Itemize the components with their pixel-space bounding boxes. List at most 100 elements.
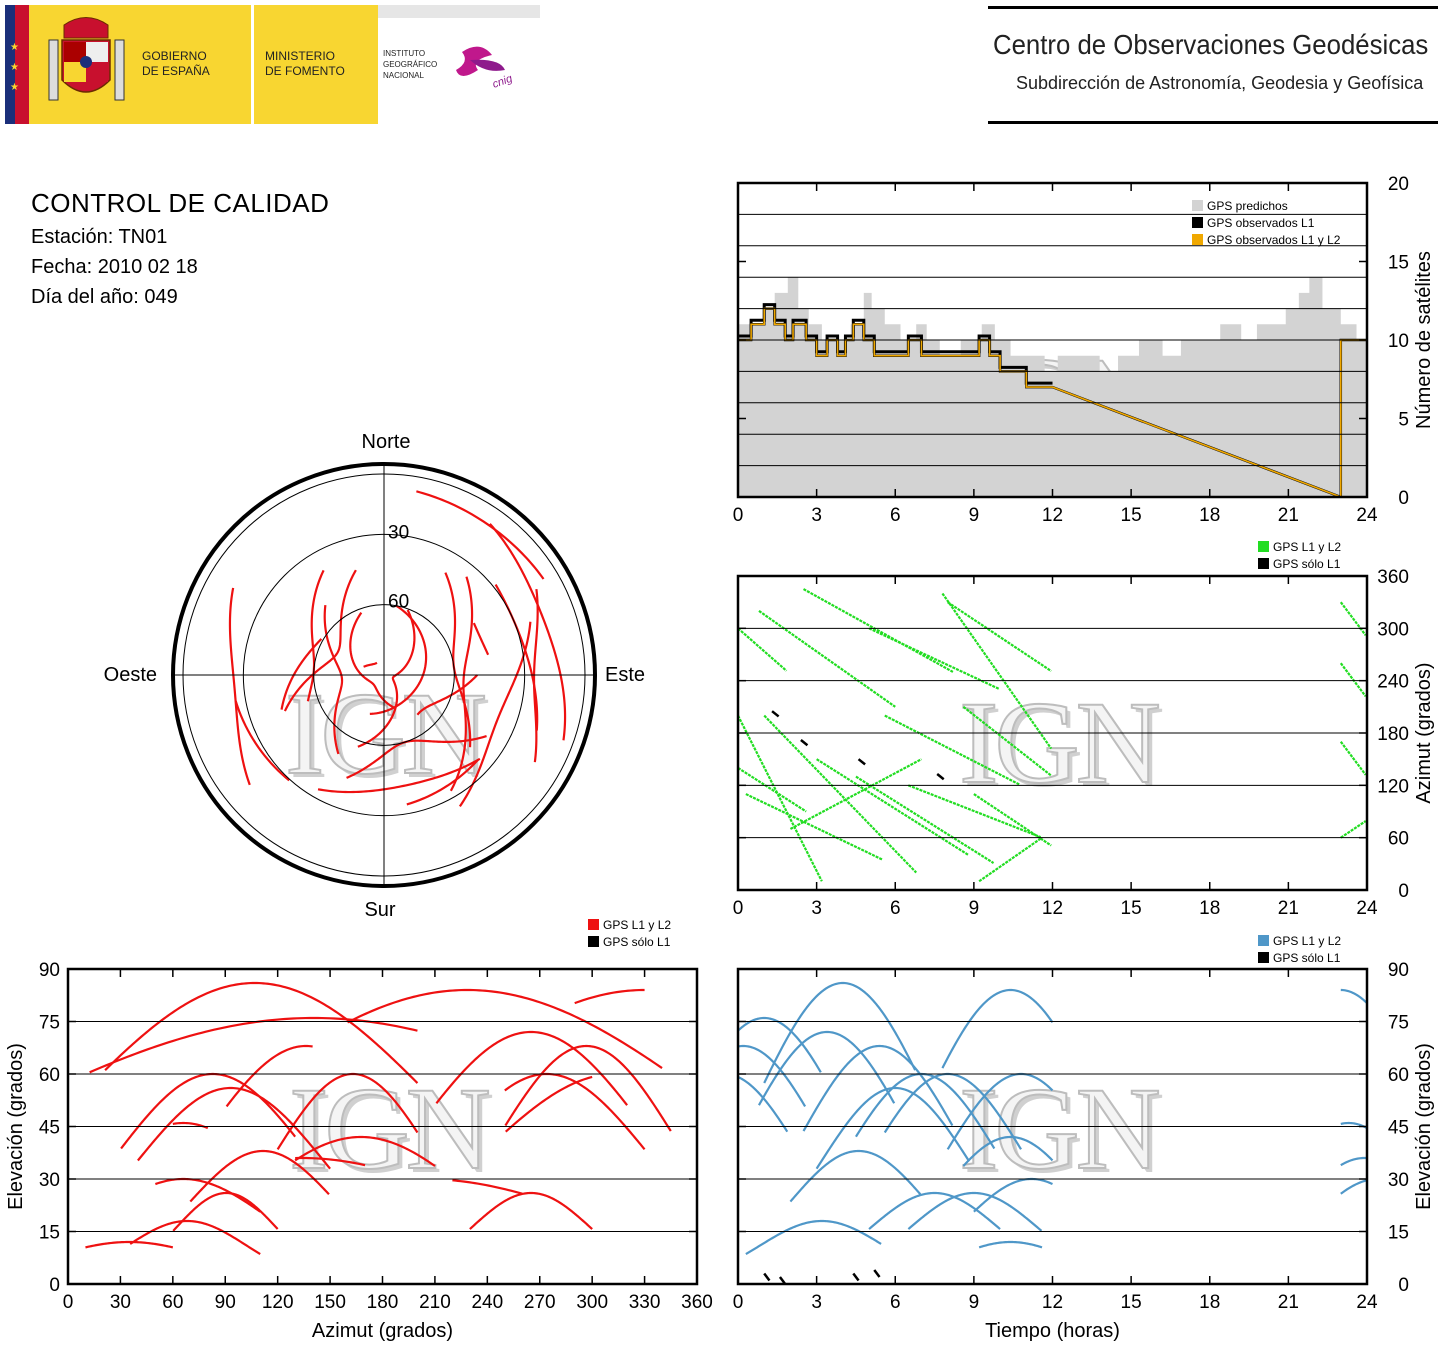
azimuth-track-sat-3 xyxy=(745,793,883,861)
elev-azimuth-ytick-label: 45 xyxy=(39,1118,60,1139)
elev-azimuth-xtick-label: 90 xyxy=(215,1292,236,1313)
skyplot-track-sat-10 xyxy=(228,587,251,786)
sat-count-ytick-label: 5 xyxy=(1398,410,1409,431)
legend-entry: GPS observados L1 y L2 xyxy=(1207,233,1341,247)
legend-entry: GPS L1 y L2 xyxy=(603,918,671,932)
skyplot-track-sat-7 xyxy=(283,569,357,712)
elev-azimuth-background xyxy=(68,969,697,1284)
elevation-track-sat-18 xyxy=(1340,988,1367,1004)
azimuth-time-ytick-label: 0 xyxy=(1398,881,1409,902)
legend-swatch xyxy=(1258,935,1269,946)
azimuth-track-sat-4 xyxy=(758,609,896,708)
header-logos: ★ ★ ★ GOBIERNO DE ESPAÑA MINISTERIO DE F… xyxy=(5,5,540,124)
elevation-track-sat-3 xyxy=(745,1219,882,1256)
ign-watermark-shadow: IGN xyxy=(289,672,489,803)
azimuth-track-sat-12 xyxy=(907,784,1042,839)
elev-time-background xyxy=(738,969,1367,1284)
azimuth-track-sat-13 xyxy=(941,592,1053,750)
skyplot-track-sat-17 xyxy=(416,490,545,580)
elevation-track-sat-13 xyxy=(941,988,1054,1069)
skyplot-label-south: Sur xyxy=(364,899,395,921)
elev-azimuth-ylabel: Elevación (grados) xyxy=(5,1043,27,1210)
elev-time-ylabel: Elevación (grados) xyxy=(1413,1043,1435,1210)
legend-swatch xyxy=(588,936,599,947)
skyplot-ring-60 xyxy=(313,604,455,746)
elev-time-ytick-label: 90 xyxy=(1388,960,1409,981)
legend-swatch xyxy=(1258,541,1269,552)
ign-line2: GEOGRÁFICO xyxy=(383,60,437,69)
elevation-azimuth-track-sat-20 xyxy=(295,1156,366,1167)
azimuth-track-sat-15 xyxy=(962,705,1052,777)
elev-time-ytick-label: 75 xyxy=(1388,1013,1409,1034)
legend-entry: GPS sólo L1 xyxy=(603,935,671,949)
azimuth-track-sat-20 xyxy=(1339,741,1367,776)
elev-azimuth-ytick-label: 0 xyxy=(49,1275,60,1296)
ministerio-block xyxy=(254,5,378,124)
flag-star-icon: ★ xyxy=(10,62,19,73)
ign-watermark-text: IGN xyxy=(959,333,1159,464)
elevation-azimuth-track-sat-7 xyxy=(504,1044,672,1132)
skyplot-ring-30 xyxy=(242,533,526,817)
elev-azimuth-xtick-label: 120 xyxy=(262,1292,294,1313)
elev-time-ytick-label: 30 xyxy=(1388,1170,1409,1191)
page-title: CONTROL DE CALIDAD xyxy=(31,188,330,218)
sat-count-xtick-label: 12 xyxy=(1042,505,1063,526)
skyplot-track-sat-11 xyxy=(346,735,487,779)
skyplot-track-sat-14 xyxy=(306,569,325,702)
sat-count-xtick-label: 18 xyxy=(1199,505,1220,526)
elevation-azimuth-track-sat-17 xyxy=(85,1240,174,1249)
elevation-track-sat-11 xyxy=(883,1072,1022,1150)
flag-strip-blue xyxy=(5,5,15,124)
elevation-L1-only-mark xyxy=(763,1272,771,1282)
elev-time-xlabel: Tiempo (horas) xyxy=(985,1320,1120,1342)
elevation-azimuth-track-sat-5 xyxy=(104,981,419,1084)
ign-line3: NACIONAL xyxy=(383,71,424,80)
elevation-azimuth-track-sat-13 xyxy=(347,988,663,1069)
elevation-azimuth-track-sat-4 xyxy=(435,1030,628,1106)
skyplot-track-sat-0 xyxy=(369,604,428,715)
predicted-satellites-area xyxy=(738,277,1367,497)
ign-watermark-text: IGN xyxy=(289,1063,489,1194)
elev-azimuth-xtick-label: 240 xyxy=(471,1292,503,1313)
elevation-track-sat-17 xyxy=(978,1240,1043,1249)
elev-azimuth-ytick-label: 60 xyxy=(39,1065,60,1086)
elev-time-frame xyxy=(736,967,1369,1286)
elevation-time-tracks xyxy=(738,981,1367,1284)
elevation-azimuth-track-sat-15 xyxy=(294,1135,436,1167)
elevation-azimuth-track-sat-11 xyxy=(276,1072,419,1150)
observed-L1-line xyxy=(738,303,1053,385)
skyplot-track-sat-9 xyxy=(444,572,472,748)
centro-subtitle: Subdirección de Astronomía, Geodesia y G… xyxy=(1016,73,1424,93)
elevation-L1-only-mark xyxy=(778,1276,787,1284)
skyplot-track-sat-6 xyxy=(458,621,532,808)
azimuth-track-sat-9 xyxy=(855,775,995,864)
legend-swatch xyxy=(588,919,599,930)
observed-L1-line xyxy=(738,307,1367,497)
centro-header: Centro de Observaciones Geodésicas Subdi… xyxy=(988,6,1438,124)
elevation-azimuth-track-sat-9 xyxy=(120,1072,297,1150)
elevation-azimuth-track-sat-19 xyxy=(172,1121,209,1130)
elev-time-xtick-label: 9 xyxy=(969,1292,980,1313)
legend-entry: GPS L1 y L2 xyxy=(1273,934,1341,948)
skyplot-track-sat-12 xyxy=(532,588,539,763)
skyplot-track-sat-16 xyxy=(494,584,539,731)
azimuth-track-sat-17 xyxy=(978,837,1042,883)
azimuth-track-sat-7 xyxy=(802,588,954,673)
elev-azimuth-xtick-label: 30 xyxy=(110,1292,131,1313)
azimuth-L1-only-mark xyxy=(800,739,809,747)
date-label: Fecha: 2010 02 18 xyxy=(31,256,198,278)
elev-time-xtick-label: 21 xyxy=(1278,1292,1299,1313)
elev-azimuth-xtick-label: 330 xyxy=(629,1292,661,1313)
elev-azimuth-xtick-label: 0 xyxy=(63,1292,74,1313)
gobierno-line1: GOBIERNO xyxy=(142,49,207,63)
legend-swatch xyxy=(1192,217,1203,228)
azimuth-time-xtick-label: 6 xyxy=(890,898,901,919)
elev-time-xtick-label: 24 xyxy=(1356,1292,1378,1313)
elevation-azimuth-track-sat-2 xyxy=(504,1075,593,1133)
elevation-track-sat-14 xyxy=(946,1072,1054,1150)
observed-L1L2-line xyxy=(738,307,1367,497)
azimuth-track-sat-0 xyxy=(738,715,823,882)
